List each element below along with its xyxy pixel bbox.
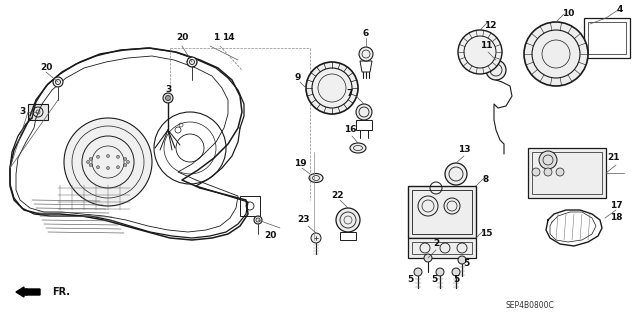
Text: 7: 7	[347, 90, 353, 99]
Circle shape	[486, 60, 506, 80]
Circle shape	[414, 268, 422, 276]
Circle shape	[106, 167, 109, 169]
Text: 14: 14	[221, 33, 234, 42]
Circle shape	[64, 118, 152, 206]
Text: 20: 20	[176, 33, 188, 42]
Circle shape	[163, 93, 173, 103]
Circle shape	[336, 208, 360, 232]
Circle shape	[436, 268, 444, 276]
Circle shape	[458, 256, 466, 264]
Circle shape	[306, 62, 358, 114]
Circle shape	[544, 168, 552, 176]
Circle shape	[539, 151, 557, 169]
Text: 5: 5	[407, 276, 413, 285]
Text: 11: 11	[480, 41, 492, 50]
Bar	[412, 190, 472, 234]
Text: 10: 10	[562, 10, 574, 19]
Circle shape	[254, 216, 262, 224]
Circle shape	[424, 254, 432, 262]
Circle shape	[356, 104, 372, 120]
Circle shape	[452, 268, 460, 276]
Text: 3: 3	[165, 85, 171, 94]
Text: 20: 20	[40, 63, 52, 72]
Text: 12: 12	[484, 21, 496, 31]
Text: 17: 17	[610, 202, 622, 211]
Circle shape	[556, 168, 564, 176]
Text: 9: 9	[295, 73, 301, 83]
Bar	[28, 104, 48, 120]
Text: 4: 4	[617, 5, 623, 14]
Circle shape	[116, 166, 120, 169]
Text: 19: 19	[294, 160, 307, 168]
Text: 6: 6	[363, 29, 369, 39]
Text: 5: 5	[431, 276, 437, 285]
Text: SEP4B0800C: SEP4B0800C	[506, 300, 555, 309]
Bar	[588, 22, 626, 54]
Circle shape	[116, 155, 120, 158]
Circle shape	[53, 77, 63, 87]
Circle shape	[311, 233, 321, 243]
Circle shape	[187, 57, 197, 67]
Text: 5: 5	[453, 276, 459, 285]
Text: 15: 15	[480, 229, 492, 239]
Text: 5: 5	[463, 259, 469, 269]
Circle shape	[97, 166, 99, 169]
Bar	[408, 238, 476, 258]
Text: 16: 16	[344, 125, 356, 135]
Circle shape	[106, 154, 109, 158]
Text: 21: 21	[608, 153, 620, 162]
Circle shape	[86, 160, 90, 164]
Text: 23: 23	[298, 216, 310, 225]
Circle shape	[166, 95, 170, 100]
Text: 2: 2	[433, 240, 439, 249]
Ellipse shape	[309, 174, 323, 182]
Bar	[584, 18, 630, 58]
Text: 13: 13	[458, 145, 470, 154]
Circle shape	[127, 160, 129, 164]
Bar	[532, 152, 602, 194]
Circle shape	[89, 164, 92, 167]
Text: 20: 20	[264, 232, 276, 241]
Circle shape	[97, 155, 99, 158]
Circle shape	[532, 168, 540, 176]
Bar	[408, 186, 476, 238]
Text: 1: 1	[213, 33, 219, 42]
Circle shape	[359, 47, 373, 61]
Text: 22: 22	[332, 191, 344, 201]
Bar	[412, 242, 472, 254]
Text: 8: 8	[483, 175, 489, 184]
Circle shape	[458, 30, 502, 74]
Circle shape	[445, 163, 467, 185]
FancyArrow shape	[16, 287, 40, 297]
Text: 3: 3	[19, 108, 25, 116]
Ellipse shape	[350, 143, 366, 153]
Bar	[528, 148, 606, 198]
Circle shape	[524, 22, 588, 86]
Circle shape	[124, 164, 127, 167]
Circle shape	[124, 158, 127, 160]
Text: FR.: FR.	[52, 287, 70, 297]
Circle shape	[89, 158, 92, 160]
Text: 18: 18	[610, 213, 622, 222]
